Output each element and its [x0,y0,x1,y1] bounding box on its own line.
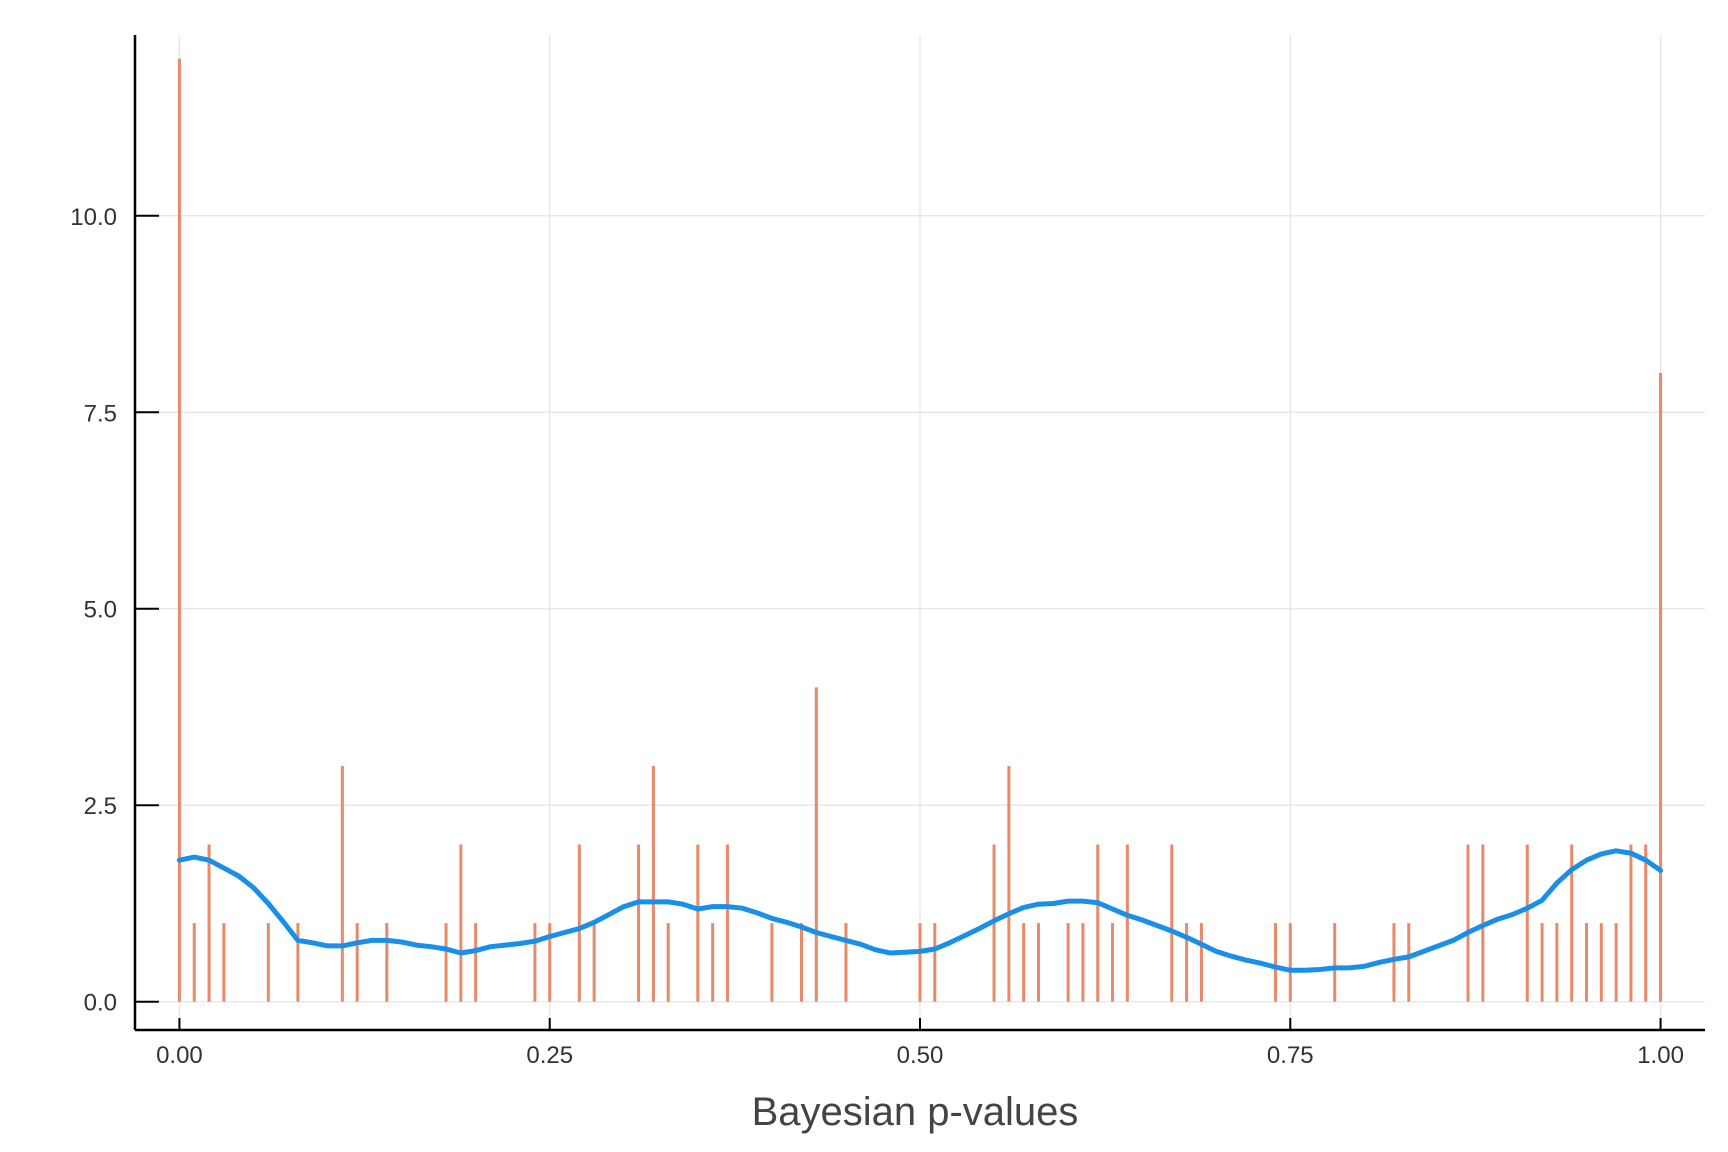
bar [1066,923,1070,1002]
bar [474,923,478,1002]
bar [296,923,300,1002]
bar [814,687,818,1002]
bar [1096,844,1100,1002]
bar [918,923,922,1002]
bar [1614,923,1618,1002]
bar [1392,923,1396,1002]
x-tick-label: 0.25 [526,1042,573,1069]
axes [133,35,1705,1032]
bar [1585,923,1589,1002]
bar [533,923,537,1002]
bar [800,923,804,1002]
bar [207,844,211,1002]
bar [1333,923,1337,1002]
x-tick-label: 1.00 [1637,1042,1684,1069]
tick-labels: 0.00 0.25 0.50 0.75 1.00 0.0 2.5 5.0 7.5 10.0 [70,204,1684,1069]
y-tick-label: 10.0 [70,204,117,231]
bar [1407,923,1411,1002]
y-tick-label: 5.0 [84,597,117,624]
bar [577,844,581,1002]
bar [459,844,463,1002]
bar [1629,844,1633,1002]
bar [1555,923,1559,1002]
bar [1081,923,1085,1002]
bar [177,58,181,1002]
bar [1570,844,1574,1002]
bar [1007,765,1011,1002]
bar [666,923,670,1002]
bar [696,844,700,1002]
bar [444,923,448,1002]
x-axis-title: Bayesian p-values [752,1090,1079,1134]
bar [1199,923,1203,1002]
bar [1466,844,1470,1002]
bar [340,765,344,1002]
y-tick-label: 7.5 [84,400,117,427]
y-tick-label: 2.5 [84,793,117,820]
bar [1273,923,1277,1002]
density-line [176,848,1664,973]
bar [192,923,196,1002]
bar [725,844,729,1002]
bar [222,923,226,1002]
bar [1659,372,1663,1002]
bar [1525,844,1529,1002]
bar [1288,923,1292,1002]
bar [385,923,389,1002]
bar [1036,923,1040,1002]
bar [1022,923,1026,1002]
bar [1125,844,1129,1002]
bar [355,923,359,1002]
density-series [176,848,1664,973]
x-tick-label: 0.50 [897,1042,944,1069]
bar [548,923,552,1002]
bar [1111,923,1115,1002]
x-tick-label: 0.00 [156,1042,203,1069]
y-tick-label: 0.0 [84,990,117,1017]
bar [1644,844,1648,1002]
bar [770,923,774,1002]
bar [1170,844,1174,1002]
x-tick-label: 0.75 [1267,1042,1314,1069]
bar [637,844,641,1002]
bar [711,923,715,1002]
bar [266,923,270,1002]
bar [1599,923,1603,1002]
bar [844,923,848,1002]
bar [651,765,655,1002]
bar [1540,923,1544,1002]
bar-series [177,58,1663,1002]
bar [592,923,596,1002]
bar [933,923,937,1002]
bar [1185,923,1189,1002]
